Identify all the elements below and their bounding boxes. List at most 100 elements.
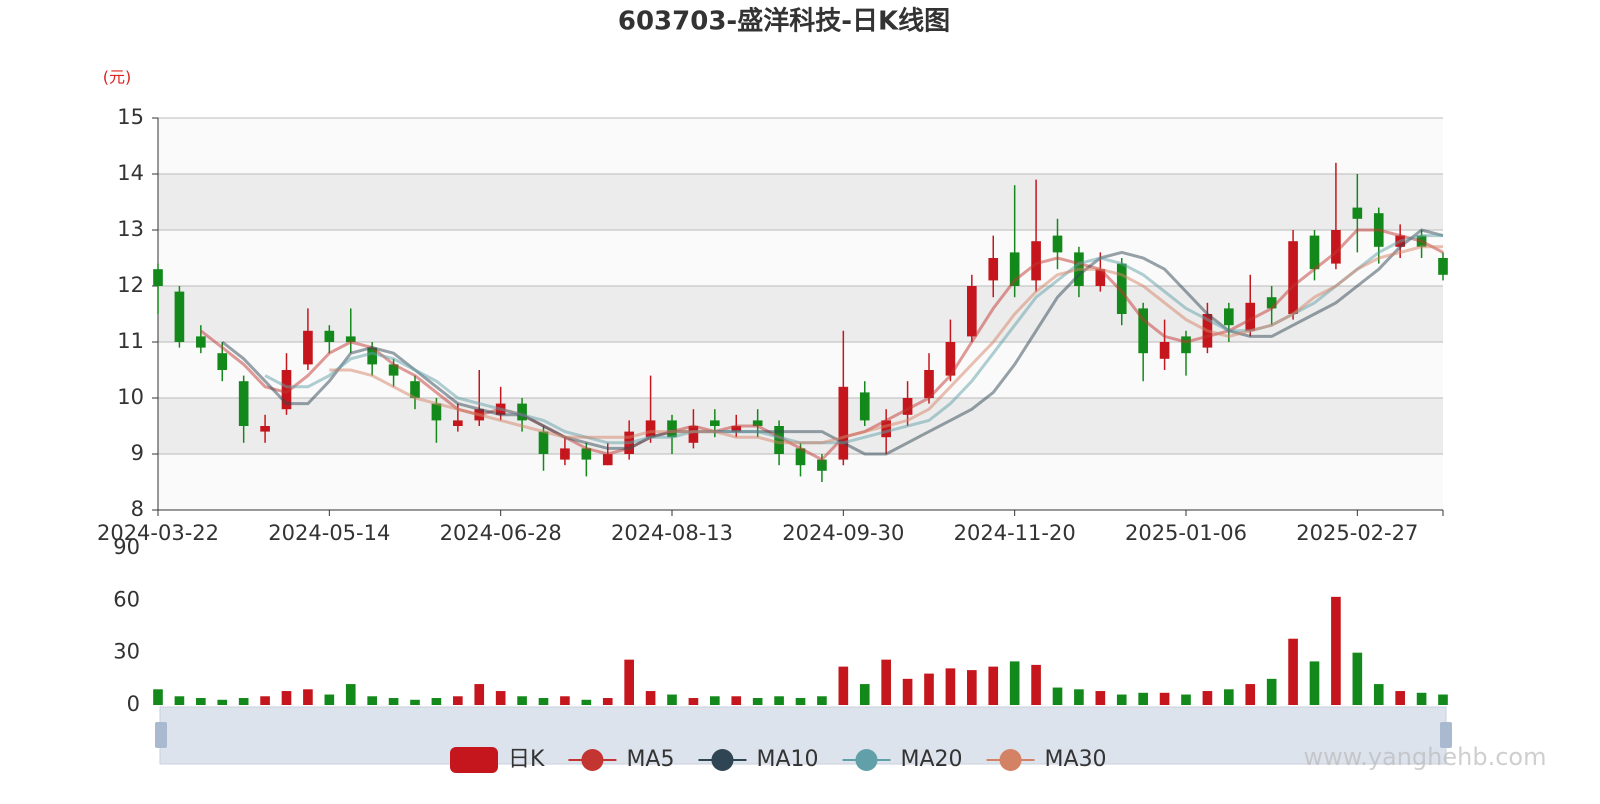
volume-bar bbox=[324, 694, 335, 705]
volume-bar bbox=[1009, 661, 1020, 705]
volume-bar bbox=[710, 696, 720, 705]
x-tick-label: 2024-05-14 bbox=[268, 521, 390, 545]
candle-body bbox=[1095, 269, 1106, 286]
legend-label: MA5 bbox=[626, 747, 674, 772]
ma-line bbox=[329, 245, 1443, 445]
volume-bar bbox=[153, 689, 163, 705]
candle-body bbox=[581, 448, 592, 460]
zoom-slider[interactable] bbox=[159, 706, 1447, 765]
volume-tick-label: 90 bbox=[113, 535, 140, 559]
candle-body bbox=[367, 347, 377, 365]
volume-bar bbox=[1309, 661, 1320, 705]
candle-body bbox=[1266, 297, 1277, 309]
volume-bar bbox=[817, 696, 827, 705]
candle-body bbox=[1116, 263, 1127, 314]
candle-body bbox=[1245, 302, 1256, 331]
candle-body bbox=[1138, 308, 1148, 354]
volume-bar bbox=[1288, 638, 1298, 705]
candle-body bbox=[345, 336, 356, 342]
x-tick-label: 2024-11-20 bbox=[954, 521, 1076, 545]
volume-bar bbox=[645, 691, 656, 705]
legend-label: 日K bbox=[508, 747, 545, 772]
volume-bar bbox=[1181, 694, 1191, 705]
volume-bar bbox=[238, 698, 249, 705]
candle-body bbox=[174, 291, 185, 342]
volume-bar bbox=[495, 691, 506, 705]
x-tick-label: 2024-08-13 bbox=[611, 521, 733, 545]
y-tick-label: 15 bbox=[117, 105, 144, 129]
candle-body bbox=[388, 364, 399, 376]
candle-body bbox=[538, 431, 549, 454]
candle-body bbox=[281, 370, 292, 410]
watermark: www.yanghehb.com bbox=[1304, 743, 1547, 771]
candle-body bbox=[1159, 342, 1170, 359]
candle-body bbox=[324, 330, 335, 342]
candle-body bbox=[795, 448, 806, 466]
legend-item[interactable]: 日K bbox=[450, 747, 545, 773]
candle-body bbox=[196, 336, 206, 348]
zoom-handle[interactable] bbox=[155, 722, 167, 748]
volume-tick-label: 60 bbox=[113, 587, 140, 611]
y-tick-label: 9 bbox=[131, 441, 144, 465]
candle-body bbox=[560, 448, 570, 460]
candle-body bbox=[1309, 235, 1320, 270]
volume-bar bbox=[1352, 652, 1363, 705]
candle-body bbox=[1031, 241, 1041, 281]
volume-bar bbox=[388, 698, 399, 705]
volume-bar bbox=[1245, 684, 1256, 705]
volume-bar bbox=[1095, 691, 1106, 705]
volume-bar bbox=[367, 696, 377, 705]
split-area bbox=[158, 118, 1443, 174]
zoom-handle[interactable] bbox=[1440, 722, 1452, 748]
candle-body bbox=[645, 420, 656, 438]
volume-bar bbox=[174, 696, 185, 705]
legend-swatch bbox=[855, 749, 878, 771]
volume-bar bbox=[902, 678, 913, 705]
legend-label: MA10 bbox=[756, 747, 818, 772]
volume-bar bbox=[303, 689, 313, 705]
volume-bar bbox=[1202, 691, 1213, 705]
legend-item[interactable]: MA20 bbox=[842, 747, 963, 772]
y-tick-label: 12 bbox=[117, 273, 144, 297]
volume-bar bbox=[1031, 664, 1041, 705]
candle-body bbox=[1181, 336, 1191, 354]
candle-body bbox=[453, 420, 463, 426]
volume-bar bbox=[1116, 694, 1127, 705]
volume-bar bbox=[624, 659, 634, 705]
volume-bar bbox=[774, 696, 784, 705]
volume-bar bbox=[517, 696, 527, 705]
candle-body bbox=[1331, 230, 1341, 264]
candle-body bbox=[945, 342, 956, 376]
legend-item[interactable]: MA5 bbox=[568, 747, 674, 772]
volume-bar bbox=[431, 698, 442, 705]
legend-item[interactable]: MA30 bbox=[986, 747, 1107, 772]
split-area bbox=[158, 174, 1443, 230]
x-tick-label: 2024-03-22 bbox=[97, 521, 219, 545]
volume-tick-label: 0 bbox=[127, 692, 140, 716]
volume-bar bbox=[1074, 689, 1084, 705]
candle-body bbox=[967, 286, 977, 337]
candle-body bbox=[988, 258, 999, 281]
volume-bar bbox=[945, 668, 956, 705]
legend-swatch bbox=[711, 749, 734, 771]
volume-bar bbox=[1138, 692, 1148, 705]
legend-item[interactable]: MA10 bbox=[698, 747, 819, 772]
candle-body bbox=[238, 381, 249, 426]
split-area bbox=[158, 230, 1443, 286]
candle-body bbox=[602, 454, 613, 466]
volume-bar bbox=[1159, 692, 1170, 705]
candle-body bbox=[774, 426, 784, 454]
x-tick-label: 2025-02-27 bbox=[1296, 521, 1418, 545]
candle-body bbox=[260, 426, 270, 432]
volume-bar bbox=[881, 659, 891, 705]
candle-body bbox=[1224, 308, 1234, 326]
candle-body bbox=[1352, 207, 1363, 219]
x-tick-label: 2024-09-30 bbox=[782, 521, 904, 545]
candle-body bbox=[431, 403, 442, 421]
y-tick-label: 14 bbox=[117, 161, 144, 185]
volume-bar bbox=[581, 699, 592, 705]
candle-body bbox=[410, 381, 420, 398]
candle-body bbox=[710, 420, 720, 426]
volume-bar bbox=[688, 698, 699, 705]
